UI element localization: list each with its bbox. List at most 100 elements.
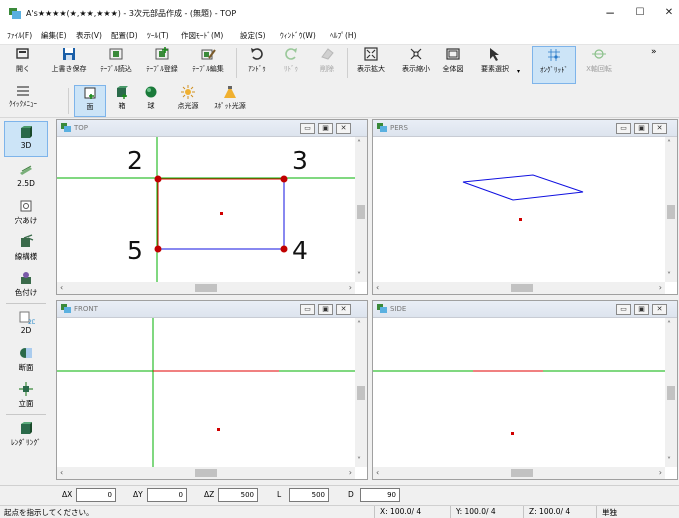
pane-close-button[interactable]: ✕ xyxy=(336,123,351,134)
pane-minimize-button[interactable]: ▭ xyxy=(300,123,315,134)
mode-rendering-label: ﾚﾝﾀﾞﾘﾝｸﾞ xyxy=(11,438,41,447)
pane-restore-button[interactable]: ▣ xyxy=(318,304,333,315)
pane-close-button[interactable]: ✕ xyxy=(652,123,667,134)
shape-toolbar xyxy=(0,84,679,118)
pane-title: PERS xyxy=(390,124,408,132)
length-input[interactable]: 500 xyxy=(289,488,329,502)
maximize-button[interactable]: ☐ xyxy=(635,7,645,18)
table-load-button[interactable]: ﾃｰﾌﾞﾙ読込 xyxy=(95,46,137,84)
save-button[interactable]: 上書き保存 xyxy=(48,46,90,84)
rotate-x-icon xyxy=(592,49,606,59)
dropdown-arrow-icon[interactable]: ▾ xyxy=(517,68,521,75)
pane-minimize-button[interactable]: ▭ xyxy=(300,304,315,315)
mode-color-button[interactable]: 色付け xyxy=(4,268,48,304)
redo-button[interactable]: ﾘﾄﾞｩ xyxy=(274,46,308,84)
pane-close-button[interactable]: ✕ xyxy=(652,304,667,315)
pers-view-canvas[interactable] xyxy=(373,137,665,282)
dz-label: ΔZ xyxy=(204,490,215,499)
menu-file[interactable]: ﾌｧｲﾙ(F) xyxy=(7,31,33,40)
mode-section-button[interactable]: 断面 xyxy=(4,343,48,379)
table-register-button[interactable]: ﾃｰﾌﾞﾙ登録 xyxy=(141,46,183,84)
close-button[interactable]: ✕ xyxy=(664,7,674,18)
view-pane-top[interactable]: TOP ▭ ▣ ✕ 2 3 5 4 ˄ ˅ ‹ › xyxy=(56,119,368,295)
pane-minimize-button[interactable]: ▭ xyxy=(616,304,631,315)
fit-all-button[interactable]: 全体図 xyxy=(436,46,470,84)
sphere-tool-button[interactable]: 球 xyxy=(138,85,164,123)
mode-2-5d-button[interactable]: 2.5D xyxy=(4,160,48,196)
view-pane-front[interactable]: FRONT ▭ ▣ ✕ ˄ ˅ ‹ › xyxy=(56,300,368,480)
horizontal-scrollbar[interactable]: ‹ › xyxy=(57,282,355,294)
toolbar-overflow-button[interactable]: » xyxy=(651,47,657,57)
mode-3d-button[interactable]: 3D xyxy=(4,121,48,157)
mode-rendering-button[interactable]: ﾚﾝﾀﾞﾘﾝｸﾞ xyxy=(4,418,48,454)
menu-tools[interactable]: ﾂｰﾙ(T) xyxy=(147,31,169,40)
status-separator xyxy=(523,506,524,518)
pane-restore-button[interactable]: ▣ xyxy=(634,123,649,134)
redo-label: ﾘﾄﾞｩ xyxy=(284,65,298,73)
pane-title: FRONT xyxy=(74,305,98,313)
view-icon xyxy=(61,304,71,313)
vertical-scrollbar[interactable]: ˄ ˅ xyxy=(665,318,677,467)
point-light-button[interactable]: 点光源 xyxy=(170,85,206,123)
menu-help[interactable]: ﾍﾙﾌﾟ(H) xyxy=(330,31,357,40)
view-icon xyxy=(377,123,387,132)
x-rotate-button[interactable]: X軸回転 xyxy=(580,46,618,84)
point-light-icon xyxy=(181,85,195,99)
vertical-scrollbar[interactable]: ˄ ˅ xyxy=(355,137,367,282)
delete-button[interactable]: 削除 xyxy=(310,46,344,84)
open-button[interactable]: 開く xyxy=(8,46,38,84)
top-view-canvas[interactable]: 2 3 5 4 xyxy=(57,137,355,282)
pane-restore-button[interactable]: ▣ xyxy=(318,123,333,134)
zoom-in-button[interactable]: 表示拡大 xyxy=(350,46,392,84)
side-view-canvas[interactable] xyxy=(373,318,665,467)
pane-close-button[interactable]: ✕ xyxy=(336,304,351,315)
cube-3d-icon xyxy=(21,126,32,138)
mode-line-pattern-button[interactable]: 線構様 xyxy=(4,232,48,268)
horizontal-scrollbar[interactable]: ‹ › xyxy=(373,467,665,479)
window-title: A's★★★★(★,★★,★★★) - 3次元部品作成 - (無題) - TOP xyxy=(26,9,237,18)
table-load-icon xyxy=(109,48,123,60)
mode-elevation-button[interactable]: 立面 xyxy=(4,379,48,415)
minimize-button[interactable]: − xyxy=(604,6,616,20)
ongrid-toggle[interactable]: ｵﾝｸﾞﾘｯﾄﾞ xyxy=(532,46,576,84)
zoom-in-icon xyxy=(364,47,378,61)
vertical-scrollbar[interactable]: ˄ ˅ xyxy=(665,137,677,282)
face-tool-button[interactable]: 面 xyxy=(74,85,106,117)
ongrid-label: ｵﾝｸﾞﾘｯﾄﾞ xyxy=(540,66,568,74)
box-tool-button[interactable]: 箱 xyxy=(108,85,136,123)
undo-button[interactable]: ｱﾝﾄﾞｩ xyxy=(240,46,274,84)
front-view-canvas[interactable] xyxy=(57,318,355,467)
face-icon xyxy=(84,87,96,99)
pane-restore-button[interactable]: ▣ xyxy=(634,304,649,315)
spot-light-button[interactable]: ｽﾎﾟｯﾄ光源 xyxy=(208,85,252,123)
menu-view[interactable]: 表示(V) xyxy=(76,31,102,40)
menu-settings[interactable]: 設定(S) xyxy=(240,31,266,40)
mode-2d-button[interactable]: 2D 2D xyxy=(4,307,48,343)
box-label: 箱 xyxy=(118,102,126,110)
dy-input[interactable]: 0 xyxy=(147,488,187,502)
mode-drill-button[interactable]: 穴あけ xyxy=(4,196,48,232)
quick-menu-button[interactable]: ｸｲｯｸﾒﾆｭｰ xyxy=(6,85,40,123)
menu-edit[interactable]: 編集(E) xyxy=(41,31,67,40)
redo-icon xyxy=(285,48,297,60)
table-edit-button[interactable]: ﾃｰﾌﾞﾙ編集 xyxy=(187,46,229,84)
menu-layout[interactable]: 配置(D) xyxy=(111,31,138,40)
dz-input[interactable]: 500 xyxy=(218,488,258,502)
horizontal-scrollbar[interactable]: ‹ › xyxy=(57,467,355,479)
zoom-out-button[interactable]: 表示縮小 xyxy=(395,46,437,84)
select-element-button[interactable]: 要素選択 xyxy=(474,46,516,84)
menu-draw-mode[interactable]: 作図ﾓｰﾄﾞ(M) xyxy=(181,31,224,40)
menu-window[interactable]: ｳｨﾝﾄﾞｳ(W) xyxy=(280,31,316,40)
status-mode: 単独 xyxy=(602,508,617,517)
fit-all-label: 全体図 xyxy=(442,65,464,73)
point-label: 4 xyxy=(292,236,308,265)
pane-header: TOP ▭ ▣ ✕ xyxy=(57,120,367,137)
dx-input[interactable]: 0 xyxy=(76,488,116,502)
direction-input[interactable]: 90 xyxy=(360,488,400,502)
length-label: L xyxy=(277,490,282,499)
vertical-scrollbar[interactable]: ˄ ˅ xyxy=(355,318,367,467)
view-pane-pers[interactable]: PERS ▭ ▣ ✕ ˄ ˅ ‹ › xyxy=(372,119,678,295)
view-pane-side[interactable]: SIDE ▭ ▣ ✕ ˄ ˅ ‹ › xyxy=(372,300,678,480)
horizontal-scrollbar[interactable]: ‹ › xyxy=(373,282,665,294)
pane-minimize-button[interactable]: ▭ xyxy=(616,123,631,134)
